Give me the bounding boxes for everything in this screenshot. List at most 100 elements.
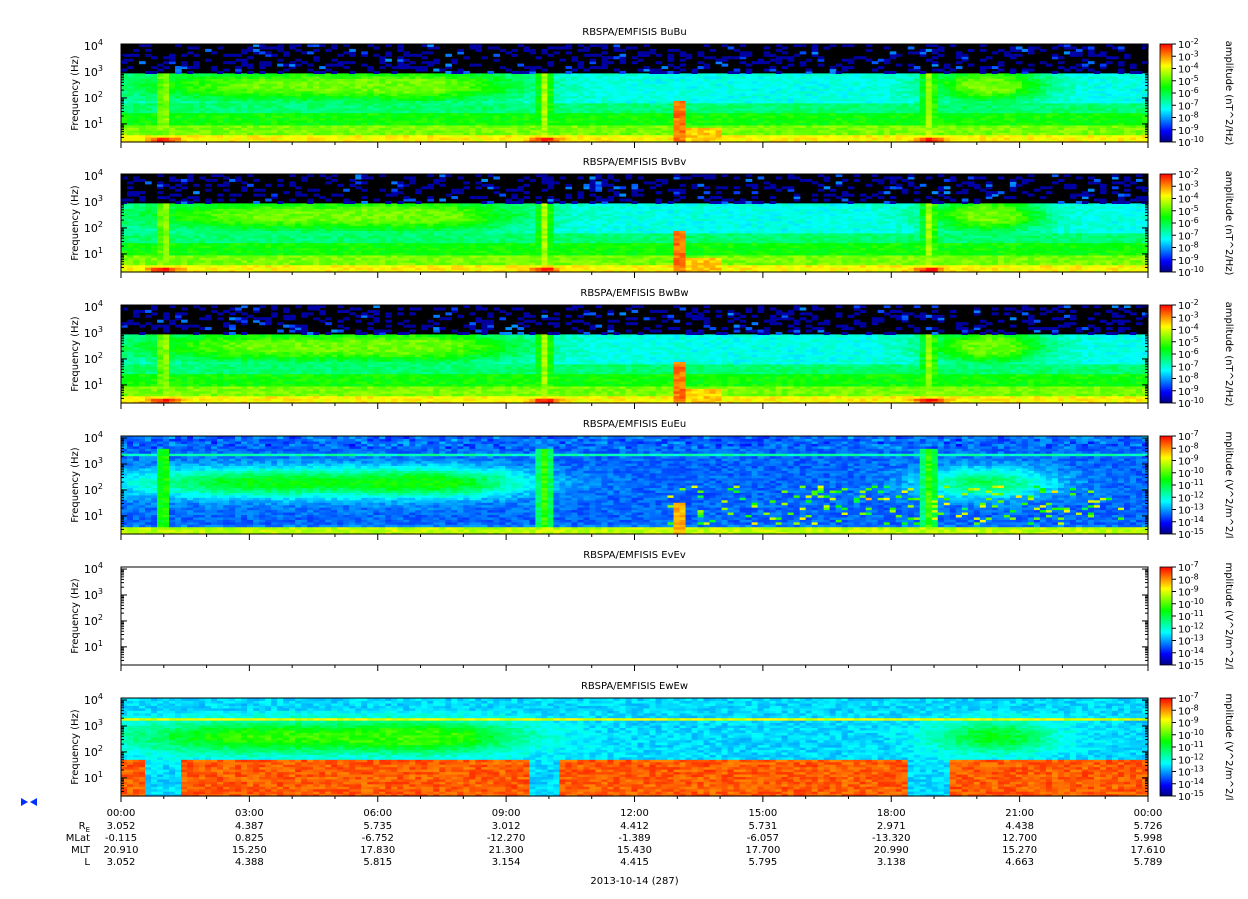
ephemeris-value: -12.270 xyxy=(487,833,526,844)
panel-bubu: RBSPA/EMFISIS BuBu101102103104Frequency … xyxy=(70,27,1234,149)
y-axis-label: Frequency (Hz) xyxy=(70,185,81,261)
plot-area xyxy=(121,567,1148,665)
spectrogram-image xyxy=(121,698,1149,797)
colorbar: 10-210-310-410-510-610-710-810-910-10 amp… xyxy=(1160,298,1234,410)
ephemeris-value: 17.610 xyxy=(1131,845,1166,856)
y-tick-label: 102 xyxy=(84,351,103,366)
colorbar: 10-710-810-910-1010-1110-1210-1310-1410-… xyxy=(1160,560,1234,672)
date-label: 2013-10-14 (287) xyxy=(590,876,678,887)
ephemeris-value: 5.998 xyxy=(1134,833,1163,844)
y-axis-label: Frequency (Hz) xyxy=(70,447,81,523)
y-axis-label: Frequency (Hz) xyxy=(70,55,81,131)
ephemeris-value: -0.115 xyxy=(105,833,137,844)
x-tick-label: 06:00 xyxy=(363,808,392,819)
ephemeris-label: MLT xyxy=(71,845,91,856)
y-tick-label: 104 xyxy=(84,38,103,53)
ephemeris-value: 15.250 xyxy=(232,845,267,856)
y-tick-label: 104 xyxy=(84,692,103,707)
y-tick-label: 103 xyxy=(84,325,103,340)
ephemeris-value: 4.388 xyxy=(235,857,264,868)
colorbar-tick-label: 10-15 xyxy=(1178,527,1204,541)
y-tick-label: 102 xyxy=(84,90,103,105)
ephemeris-value: 4.412 xyxy=(620,821,649,832)
ephemeris-value: 5.731 xyxy=(749,821,778,832)
colorbar-tick-label: 10-15 xyxy=(1178,789,1204,803)
ephemeris-value: -6.752 xyxy=(362,833,394,844)
y-tick-label: 101 xyxy=(84,639,103,654)
ephemeris-value: 3.012 xyxy=(492,821,521,832)
colorbar-label: amplitude (nT^2/Hz) xyxy=(1223,41,1234,146)
panel-title: RBSPA/EMFISIS BvBv xyxy=(583,157,687,168)
y-tick-label: 102 xyxy=(84,613,103,628)
ephemeris-table: RE 3.052 4.387 5.735 3.012 4.412 5.731 2.971 4.4… xyxy=(66,821,1166,868)
ephemeris-value: 4.415 xyxy=(620,857,649,868)
x-tick-label: 21:00 xyxy=(1005,808,1034,819)
colorbar: 10-710-810-910-1010-1110-1210-1310-1410-… xyxy=(1160,429,1234,541)
y-tick-label: 103 xyxy=(84,718,103,733)
y-tick-label: 101 xyxy=(84,116,103,131)
ephemeris-label: MLat xyxy=(66,833,90,844)
ephemeris-value: 15.270 xyxy=(1002,845,1037,856)
time-nav-arrows-icon[interactable] xyxy=(21,797,37,807)
y-tick-label: 101 xyxy=(84,508,103,523)
panel-title: RBSPA/EMFISIS EuEu xyxy=(583,419,686,430)
y-tick-label: 103 xyxy=(84,194,103,209)
ephemeris-value: 0.825 xyxy=(235,833,264,844)
x-tick-label: 00:00 xyxy=(107,808,136,819)
ephemeris-value: 4.387 xyxy=(235,821,264,832)
x-tick-label: 18:00 xyxy=(877,808,906,819)
panel-evev: RBSPA/EMFISIS EvEv101102103104Frequency … xyxy=(70,550,1234,672)
colorbar-label: mplitude (V^2/m^2/l xyxy=(1223,562,1234,669)
y-tick-label: 104 xyxy=(84,430,103,445)
colorbar-tick-label: 10-10 xyxy=(1178,265,1204,279)
ephemeris-value: 15.430 xyxy=(617,845,652,856)
ephemeris-value: 12.700 xyxy=(1002,833,1037,844)
ephemeris-value: 4.438 xyxy=(1005,821,1034,832)
colorbar-label: mplitude (V^2/m^2/l xyxy=(1223,693,1234,800)
y-tick-label: 101 xyxy=(84,246,103,261)
panel-bvbv: RBSPA/EMFISIS BvBv101102103104Frequency … xyxy=(70,157,1234,279)
ephemeris-value: 17.700 xyxy=(745,845,780,856)
y-tick-label: 101 xyxy=(84,377,103,392)
y-tick-label: 102 xyxy=(84,744,103,759)
ephemeris-value: -6.057 xyxy=(747,833,779,844)
y-tick-label: 103 xyxy=(84,456,103,471)
ephemeris-value: -13.320 xyxy=(872,833,911,844)
panel-eueu: RBSPA/EMFISIS EuEu 101 102 103 104Frequency … xyxy=(70,419,1234,541)
ephemeris-value: 3.052 xyxy=(107,821,136,832)
y-axis-label: Frequency (Hz) xyxy=(70,709,81,785)
y-tick-label: 103 xyxy=(84,64,103,79)
y-axis-label: Frequency (Hz) xyxy=(70,316,81,392)
y-axis-label: Frequency (Hz) xyxy=(70,578,81,654)
colorbar: 10-210-310-410-510-610-710-810-910-10 amp… xyxy=(1160,37,1234,149)
colorbar-label: amplitude (nT^2/Hz) xyxy=(1223,171,1234,276)
x-tick-label: 03:00 xyxy=(235,808,264,819)
y-tick-label: 104 xyxy=(84,168,103,183)
x-tick-label: 09:00 xyxy=(492,808,521,819)
ephemeris-label: L xyxy=(84,857,90,868)
ephemeris-value: 3.138 xyxy=(877,857,906,868)
y-tick-label: 104 xyxy=(84,561,103,576)
ephemeris-value: -1.389 xyxy=(618,833,650,844)
colorbar-label: mplitude (V^2/m^2/l xyxy=(1223,431,1234,538)
colorbar: 10-710-810-910-1010-1110-1210-1310-1410-… xyxy=(1160,691,1234,803)
ephemeris-value: 2.971 xyxy=(877,821,906,832)
y-tick-label: 102 xyxy=(84,482,103,497)
ephemeris-value: 21.300 xyxy=(489,845,524,856)
panel-title: RBSPA/EMFISIS EvEv xyxy=(583,550,686,561)
ephemeris-value: 20.910 xyxy=(104,845,139,856)
panel-ewew: RBSPA/EMFISIS EwEw101102103104Frequency … xyxy=(70,681,1234,803)
x-axis-labels: 00:00 03:00 06:00 09:00 12:00 15:00 18:00 21:00… xyxy=(107,808,1163,819)
x-tick-label: 12:00 xyxy=(620,808,649,819)
ephemeris-value: 5.726 xyxy=(1134,821,1163,832)
colorbar-label: amplitude (nT^2/Hz) xyxy=(1223,302,1234,407)
colorbar-tick-label: 10-15 xyxy=(1178,658,1204,672)
ephemeris-value: 3.052 xyxy=(107,857,136,868)
ephemeris-value: 3.154 xyxy=(492,857,521,868)
x-tick-label: 00:00 xyxy=(1134,808,1163,819)
ephemeris-value: 20.990 xyxy=(874,845,909,856)
y-tick-label: 104 xyxy=(84,299,103,314)
ephemeris-value: 4.663 xyxy=(1005,857,1034,868)
panel-title: RBSPA/EMFISIS BwBw xyxy=(580,288,688,299)
